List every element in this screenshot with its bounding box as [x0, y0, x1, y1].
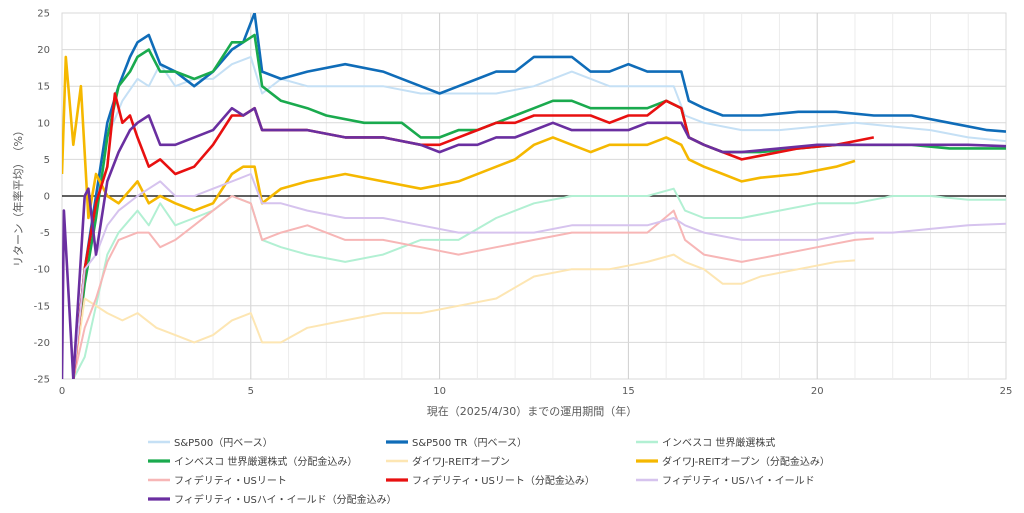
- legend-item: フィデリティ・USリート: [148, 474, 287, 487]
- legend-item: フィデリティ・USハイ・イールド（分配金込み）: [148, 493, 397, 506]
- legend: S&P500（円ベース） S&P500 TR（円ベース） インベスコ 世界厳選株式イ…: [148, 436, 830, 506]
- series-line-7: [72, 195, 874, 379]
- legend-label: S&P500 TR（円ベース）: [412, 437, 527, 449]
- y-tick-label: 15: [37, 82, 50, 93]
- y-tick-label: -20: [34, 338, 50, 349]
- legend-item: フィデリティ・USハイ・イールド: [636, 474, 815, 487]
- series-line-3: [72, 187, 1006, 379]
- x-tick-labels: 0 5 10 15 20 25: [59, 386, 1013, 397]
- x-tick-label: 20: [811, 386, 824, 397]
- legend-item: ダイワJ-REITオープン: [386, 455, 510, 468]
- y-tick-label: 0: [44, 192, 50, 203]
- series-line-9: [72, 173, 1006, 379]
- y-tick-label: 5: [44, 155, 50, 166]
- legend-label: フィデリティ・USハイ・イールド: [662, 474, 815, 487]
- series-group: [62, 13, 1006, 379]
- legend-item: インベスコ 世界厳選株式: [636, 436, 775, 449]
- x-tick-label: 25: [1000, 386, 1013, 397]
- legend-label: S&P500（円ベース）: [174, 437, 273, 449]
- series-line-1: [72, 55, 1006, 379]
- series-line-2: [72, 13, 1006, 379]
- legend-item: S&P500 TR（円ベース）: [386, 437, 527, 449]
- legend-label: インベスコ 世界厳選株式（分配金込み）: [174, 455, 357, 468]
- legend-label: インベスコ 世界厳選株式: [662, 436, 775, 449]
- x-tick-label: 0: [59, 386, 65, 397]
- series-line-5: [72, 253, 856, 379]
- y-tick-label: -10: [34, 265, 50, 276]
- legend-label: ダイワJ-REITオープン: [412, 455, 510, 468]
- y-tick-label: 25: [37, 9, 50, 20]
- legend-item: フィデリティ・USリート（分配金込み）: [386, 474, 595, 487]
- legend-item: S&P500（円ベース）: [148, 437, 273, 449]
- x-tick-label: 5: [248, 386, 254, 397]
- y-tick-label: 10: [37, 118, 50, 129]
- legend-label: ダイワJ-REITオープン（分配金込み）: [662, 455, 830, 468]
- series-line-10: [62, 106, 1006, 379]
- legend-label: フィデリティ・USリート（分配金込み）: [412, 474, 595, 487]
- y-axis-label: リターン（年率平均） （%）: [11, 125, 25, 267]
- y-tick-label: -15: [34, 301, 50, 312]
- y-tick-label: -25: [34, 375, 50, 386]
- series-line-6: [62, 55, 856, 220]
- y-tick-labels: 25 20 15 10 5 0 -5 -10 -15 -20 -25: [34, 9, 50, 386]
- legend-label: フィデリティ・USリート: [174, 474, 287, 487]
- y-tick-label: -5: [40, 228, 50, 239]
- legend-item: ダイワJ-REITオープン（分配金込み）: [636, 455, 830, 468]
- x-tick-label: 10: [433, 386, 446, 397]
- legend-label: フィデリティ・USハイ・イールド（分配金込み）: [174, 493, 397, 506]
- x-axis-label: 現在（2025/4/30）までの運用期間（年）: [427, 404, 637, 418]
- legend-item: インベスコ 世界厳選株式（分配金込み）: [148, 455, 357, 468]
- x-tick-label: 15: [622, 386, 635, 397]
- y-tick-label: 20: [37, 45, 50, 56]
